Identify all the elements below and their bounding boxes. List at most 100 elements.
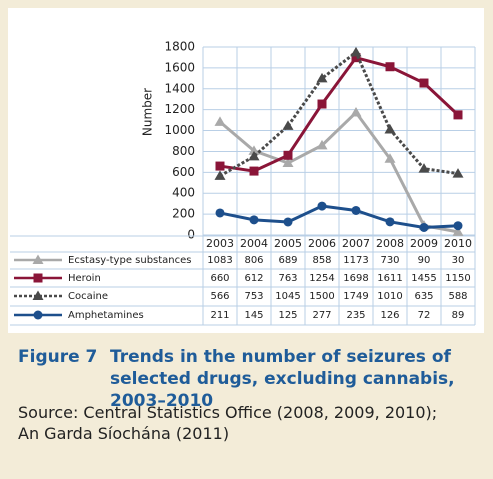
y-tick-label: 400 — [172, 186, 195, 200]
table-value: 730 — [380, 255, 399, 266]
table-value: 612 — [244, 273, 263, 284]
table-value: 1500 — [309, 291, 334, 302]
point — [418, 163, 430, 173]
point — [215, 208, 225, 218]
point — [452, 168, 464, 178]
x-tick-label: 2010 — [444, 237, 472, 250]
legend-marker — [32, 290, 44, 300]
source-line: An Garda Síochána (2011) — [18, 424, 230, 443]
table-value: 1455 — [411, 273, 436, 284]
legend-marker — [33, 273, 43, 283]
x-tick-label: 2007 — [342, 237, 370, 250]
x-tick-label: 2008 — [376, 237, 404, 250]
legend-label: Amphetamines — [68, 310, 144, 321]
table-value: 235 — [346, 310, 365, 321]
table-value: 1611 — [377, 273, 402, 284]
table-value: 1749 — [343, 291, 368, 302]
caption: Figure 7 Trends in the number of seizure… — [18, 346, 483, 412]
table-value: 1010 — [377, 291, 402, 302]
point — [419, 78, 429, 88]
source-line: Source: Central Statistics Office (2008,… — [18, 403, 438, 422]
table-value: 763 — [278, 273, 297, 284]
series-line — [219, 49, 459, 178]
chart: Number 0 200 400 600 800 1000 1200 1400 1600 1800… — [8, 8, 484, 333]
point — [351, 205, 361, 215]
series-line — [219, 204, 459, 229]
point — [452, 226, 464, 236]
x-tick-label: 2006 — [308, 237, 336, 250]
point — [350, 106, 362, 117]
table-value: 635 — [414, 291, 433, 302]
table-value: 1150 — [445, 273, 470, 284]
table-value: 566 — [210, 291, 229, 302]
point — [283, 217, 293, 227]
legend-label: Cocaine — [68, 291, 108, 302]
table-value: 90 — [418, 255, 431, 266]
point — [384, 153, 396, 163]
point — [215, 161, 225, 171]
point — [249, 166, 259, 176]
point — [248, 150, 260, 161]
point — [249, 215, 259, 225]
y-tick-label: 1200 — [164, 102, 195, 116]
y-axis-label: Number — [141, 88, 155, 136]
table-value: 126 — [380, 310, 399, 321]
series-line — [219, 55, 460, 173]
table-value: 1045 — [275, 291, 300, 302]
point — [283, 150, 293, 160]
table-value: 588 — [448, 291, 467, 302]
legend-label: Heroin — [68, 273, 101, 284]
table-value: 145 — [244, 310, 263, 321]
table-value: 277 — [312, 310, 331, 321]
legend-marker — [32, 254, 44, 264]
y-tick-label: 0 — [187, 228, 195, 242]
figure-label: Figure 7 — [18, 347, 98, 367]
point — [419, 222, 429, 232]
table-value: 689 — [278, 255, 297, 266]
table-value: 89 — [452, 310, 465, 321]
point — [384, 124, 396, 134]
point — [214, 170, 226, 180]
x-tick-label: 2005 — [274, 237, 302, 250]
point — [282, 120, 294, 130]
legend-label: Ecstasy-type substances — [68, 255, 192, 266]
table-value: 30 — [452, 255, 465, 266]
y-tick-label: 1400 — [164, 81, 195, 95]
y-tick-label: 800 — [172, 144, 195, 158]
table-value: 1083 — [207, 255, 232, 266]
x-tick-label: 2009 — [410, 237, 438, 250]
point — [248, 145, 260, 155]
point — [317, 99, 327, 109]
legend-marker — [33, 310, 43, 320]
point — [351, 53, 361, 63]
x-tick-label: 2004 — [240, 237, 268, 250]
table-value: 1173 — [343, 255, 368, 266]
table-value: 806 — [244, 255, 263, 266]
x-tick-label: 2003 — [206, 237, 234, 250]
table-value: 660 — [210, 273, 229, 284]
point — [385, 217, 395, 227]
point — [316, 139, 328, 150]
table-value: 1698 — [343, 273, 368, 284]
source: Source: Central Statistics Office (2008,… — [18, 402, 437, 444]
point — [317, 201, 327, 211]
point — [282, 157, 294, 168]
point — [350, 46, 362, 57]
table-value: 753 — [244, 291, 263, 302]
point — [316, 72, 328, 83]
table-value: 72 — [418, 310, 431, 321]
table-value: 125 — [278, 310, 297, 321]
y-tick-label: 200 — [172, 207, 195, 221]
point — [214, 116, 226, 126]
y-tick-label: 1800 — [164, 40, 195, 54]
table-value: 211 — [210, 310, 229, 321]
point — [385, 62, 395, 72]
chart-title: Trends in the number of seizures of sele… — [110, 347, 455, 411]
point — [453, 221, 463, 231]
y-tick-label: 600 — [172, 165, 195, 179]
point — [453, 110, 463, 120]
table-value: 1254 — [309, 273, 334, 284]
y-tick-label: 1600 — [164, 60, 195, 74]
table-value: 858 — [312, 255, 331, 266]
